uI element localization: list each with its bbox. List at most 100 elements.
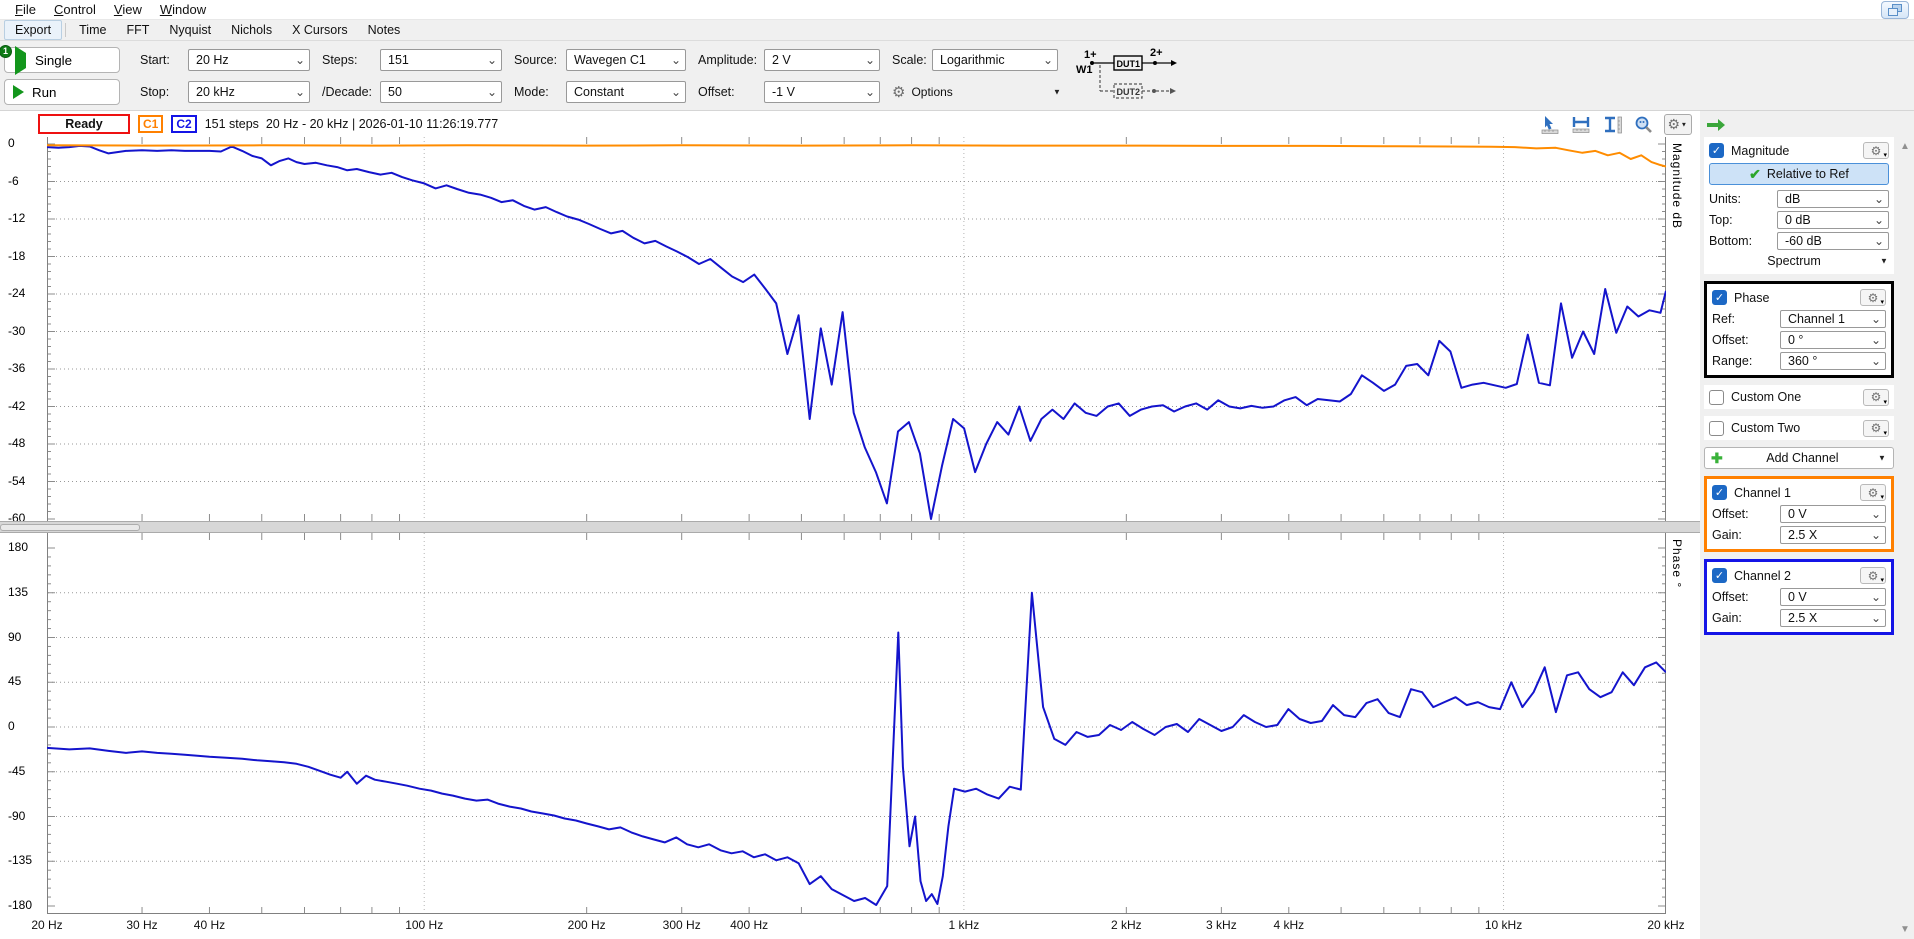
y-tick-label: 0	[8, 719, 15, 733]
magnitude-gear-button[interactable]: ⚙	[1863, 142, 1889, 159]
ref-label: Ref:	[1712, 311, 1735, 326]
gear-icon: ⚙	[1667, 115, 1681, 132]
amplitude-label: Amplitude:	[698, 53, 758, 67]
tab-time[interactable]: Time	[79, 23, 107, 37]
channel2-gain-select[interactable]: 2.5 X	[1780, 608, 1886, 627]
magnitude-plot[interactable]: 0 -6 -12 -18 -24 -30 -36 -42 -48 -54 -60 Magnitude…	[0, 136, 1700, 525]
menu-item-view[interactable]: View	[113, 2, 142, 17]
range-select[interactable]: 360 °	[1780, 351, 1886, 370]
zoom-button[interactable]	[1634, 115, 1654, 134]
stop-label: Stop:	[140, 85, 170, 99]
mode-select[interactable]: Constant	[566, 81, 686, 103]
offset-select[interactable]: -1 V	[764, 81, 880, 103]
custom-two-gear-button[interactable]: ⚙	[1863, 419, 1889, 437]
tab-notes[interactable]: Notes	[367, 23, 401, 37]
chevron-down-icon	[1871, 335, 1881, 345]
x-tick-label: 40 Hz	[193, 918, 226, 932]
ref-select[interactable]: Channel 1	[1780, 309, 1886, 328]
sidebar-scrollbar[interactable]	[1897, 139, 1913, 938]
restore-windows-button[interactable]	[1881, 1, 1909, 19]
start-select[interactable]: 20 Hz	[188, 49, 310, 71]
plot-splitter[interactable]	[0, 521, 1700, 533]
run-button[interactable]: Run	[4, 79, 120, 105]
phase-checkbox[interactable]	[1712, 290, 1727, 305]
chevron-down-icon	[1871, 314, 1881, 324]
bottom-select[interactable]: -60 dB	[1777, 231, 1889, 250]
channel2-gear-button[interactable]: ⚙	[1860, 567, 1886, 584]
menu-item-control[interactable]: Control	[53, 2, 96, 17]
phase-gear-button[interactable]: ⚙	[1860, 289, 1886, 306]
magnitude-checkbox[interactable]	[1709, 143, 1724, 158]
spectrum-dropdown[interactable]: Spectrum	[1709, 252, 1889, 270]
magnifier-icon	[1635, 116, 1652, 133]
caret-down-icon	[1877, 453, 1887, 464]
per-decade-select[interactable]: 50	[380, 81, 502, 103]
chevron-down-icon	[1871, 530, 1881, 540]
x-tick-label: 1 kHz	[948, 918, 980, 932]
tab-nyquist[interactable]: Nyquist	[169, 23, 212, 37]
x-tick-label: 20 kHz	[1647, 918, 1685, 932]
phase-offset-select[interactable]: 0 °	[1780, 330, 1886, 349]
magnitude-section-label: Magnitude	[1731, 143, 1790, 158]
tab-export[interactable]: Export	[4, 20, 63, 40]
channel1-offset-select[interactable]: 0 V	[1780, 504, 1886, 523]
phase-plot-canvas[interactable]	[47, 533, 1666, 914]
tab-nichols[interactable]: Nichols	[231, 23, 273, 37]
tab-x-cursors[interactable]: X Cursors	[292, 23, 348, 37]
y-tick-label: 0	[8, 136, 15, 150]
plus-icon	[1711, 450, 1723, 467]
channel2-toggle[interactable]: C2	[171, 115, 197, 133]
units-select[interactable]: dB	[1777, 189, 1889, 208]
channel2-checkbox[interactable]	[1712, 568, 1727, 583]
x-cursors-button[interactable]	[1570, 115, 1592, 134]
collapse-panel-arrow-icon[interactable]	[1706, 118, 1726, 132]
chevron-down-icon	[1874, 236, 1884, 246]
y-tick-label: -48	[8, 436, 26, 450]
custom-two-checkbox[interactable]	[1709, 420, 1724, 436]
chevron-down-icon	[487, 55, 497, 65]
channel1-gear-button[interactable]: ⚙	[1860, 484, 1886, 501]
menubar: File Control View Window	[0, 0, 1914, 20]
custom-two-section: Custom Two ⚙	[1704, 416, 1894, 440]
scroll-down-icon[interactable]	[1899, 924, 1911, 936]
channel1-gain-select[interactable]: 2.5 X	[1780, 525, 1886, 544]
restore-windows-icon	[1887, 3, 1902, 16]
source-select[interactable]: Wavegen C1	[566, 49, 686, 71]
chevron-down-icon	[1871, 613, 1881, 623]
channel1-toggle[interactable]: C1	[138, 115, 164, 133]
stop-select[interactable]: 20 kHz	[188, 81, 310, 103]
amplitude-select[interactable]: 2 V	[764, 49, 880, 71]
channel1-checkbox[interactable]	[1712, 485, 1727, 500]
top-select[interactable]: 0 dB	[1777, 210, 1889, 229]
custom-one-gear-button[interactable]: ⚙	[1863, 388, 1889, 406]
magnitude-plot-canvas[interactable]	[47, 137, 1666, 521]
y-cursors-button[interactable]	[1602, 115, 1624, 134]
plot-settings-button[interactable]: ⚙	[1663, 113, 1692, 135]
steps-select[interactable]: 151	[380, 49, 502, 71]
check-icon	[1749, 166, 1761, 183]
bottom-label: Bottom:	[1709, 233, 1753, 248]
single-button[interactable]: Single	[0, 44, 120, 75]
phase-plot[interactable]: 180 135 90 45 0 -45 -90 -135 -180 Phase °	[0, 533, 1700, 914]
scale-select[interactable]: Logarithmic	[932, 49, 1058, 71]
add-channel-button[interactable]: Add Channel	[1704, 447, 1894, 469]
menu-item-window[interactable]: Window	[159, 2, 207, 17]
scroll-up-icon[interactable]	[1899, 141, 1911, 153]
tab-fft[interactable]: FFT	[126, 23, 150, 37]
chevron-down-icon	[671, 55, 681, 65]
chevron-down-icon	[487, 87, 497, 97]
range-label: Range:	[1712, 353, 1753, 368]
vertical-cursors-icon	[1604, 116, 1622, 133]
menu-item-file[interactable]: File	[15, 2, 36, 17]
channel2-offset-select[interactable]: 0 V	[1780, 587, 1886, 606]
chevron-down-icon	[1871, 509, 1881, 519]
options-dropdown[interactable]: ⚙ Options	[892, 83, 1062, 101]
channel2-offset-label: Offset:	[1712, 589, 1749, 604]
quick-measure-button[interactable]	[1540, 115, 1560, 134]
y-tick-label: 135	[8, 584, 29, 599]
channel2-section-label: Channel 2	[1734, 568, 1791, 583]
x-tick-label: 100 Hz	[405, 918, 444, 932]
y-tick-label: 45	[8, 674, 22, 689]
relative-to-ref-button[interactable]: Relative to Ref	[1709, 163, 1889, 185]
custom-one-checkbox[interactable]	[1709, 389, 1724, 405]
